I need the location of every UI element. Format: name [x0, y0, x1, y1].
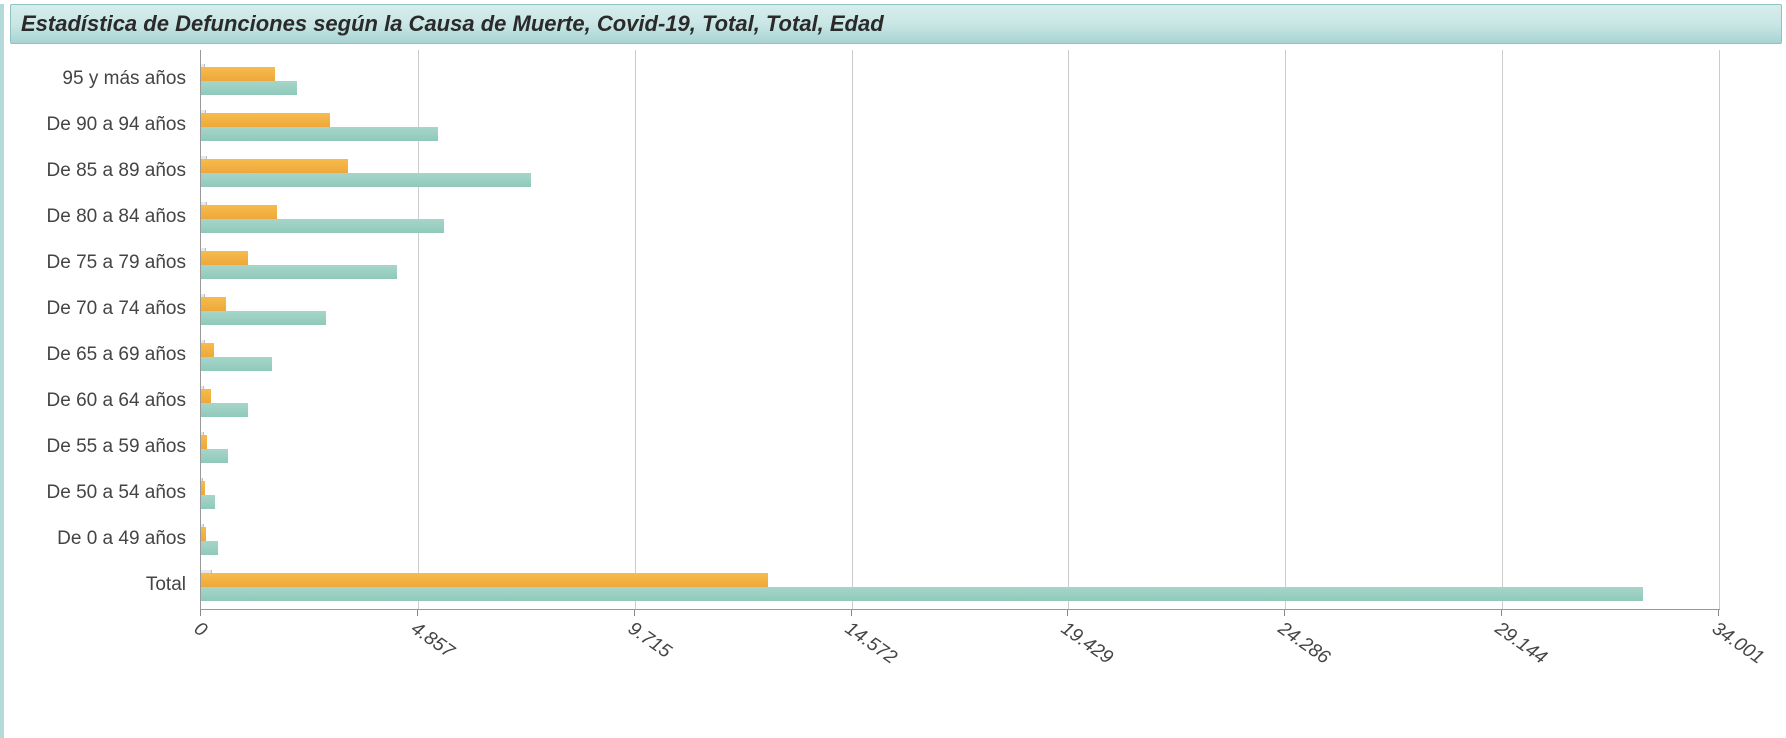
bar-group	[201, 56, 1719, 102]
bar-series-orange	[201, 343, 214, 357]
y-axis-labels: 95 y más años De 90 a 94 años De 85 a 89 a…	[14, 50, 194, 610]
bar-series-orange	[201, 251, 248, 265]
bar-series-orange	[201, 389, 211, 403]
bar-series-orange	[201, 573, 768, 587]
y-category-label: De 65 a 69 años	[47, 344, 186, 366]
x-tick-label: 9.715	[623, 618, 675, 663]
bar-group	[201, 516, 1719, 562]
x-tick	[200, 610, 201, 616]
x-tick-label: 4.857	[406, 618, 458, 663]
y-category-label: Total	[146, 574, 186, 596]
bar-series-teal	[201, 311, 326, 325]
y-category-label: De 55 a 59 años	[47, 436, 186, 458]
chart-container: Estadística de Defunciones según la Caus…	[0, 4, 1786, 738]
y-category-label: De 75 a 79 años	[47, 252, 186, 274]
y-category-label: De 50 a 54 años	[47, 482, 186, 504]
bar-series-orange	[201, 113, 330, 127]
y-category-label: De 85 a 89 años	[47, 160, 186, 182]
plot-area	[200, 50, 1720, 610]
x-tick-label: 14.572	[840, 618, 900, 669]
bar-series-teal	[201, 357, 272, 371]
x-tick	[417, 610, 418, 616]
x-tick-label: 0	[189, 618, 210, 642]
chart-wrapper: 95 y más años De 90 a 94 años De 85 a 89 a…	[14, 50, 1780, 670]
bar-group	[201, 194, 1719, 240]
bar-group	[201, 424, 1719, 470]
bar-series-teal	[201, 541, 218, 555]
y-category-label: 95 y más años	[62, 68, 186, 90]
y-category-label: De 80 a 84 años	[47, 206, 186, 228]
x-tick-label: 24.286	[1274, 618, 1334, 669]
chart-title: Estadística de Defunciones según la Caus…	[10, 4, 1782, 44]
bar-group	[201, 562, 1719, 608]
bar-series-teal	[201, 587, 1643, 601]
bar-group	[201, 286, 1719, 332]
bar-group	[201, 148, 1719, 194]
bar-series-teal	[201, 173, 531, 187]
bar-group	[201, 102, 1719, 148]
bar-series-orange	[201, 297, 226, 311]
bar-group	[201, 240, 1719, 286]
x-tick	[851, 610, 852, 616]
bar-series-orange	[201, 67, 275, 81]
bar-series-teal	[201, 265, 397, 279]
gridline	[1719, 50, 1720, 609]
bar-series-teal	[201, 449, 228, 463]
bar-series-teal	[201, 81, 297, 95]
x-axis: 04.8579.71514.57219.42924.28629.14434.00…	[200, 610, 1720, 690]
x-tick	[1718, 610, 1719, 616]
bar-group	[201, 378, 1719, 424]
bar-series-teal	[201, 219, 444, 233]
bar-series-teal	[201, 403, 248, 417]
bar-series-teal	[201, 495, 215, 509]
bar-group	[201, 470, 1719, 516]
bar-series-orange	[201, 435, 207, 449]
bar-series-orange	[201, 205, 277, 219]
bar-series-orange	[201, 159, 348, 173]
y-category-label: De 60 a 64 años	[47, 390, 186, 412]
x-tick	[1501, 610, 1502, 616]
x-tick-label: 34.001	[1707, 618, 1767, 669]
y-category-label: De 90 a 94 años	[47, 114, 186, 136]
bar-group	[201, 332, 1719, 378]
x-tick	[1284, 610, 1285, 616]
x-tick-label: 29.144	[1491, 618, 1551, 669]
y-category-label: De 70 a 74 años	[47, 298, 186, 320]
bar-series-orange	[201, 527, 206, 541]
y-category-label: De 0 a 49 años	[57, 528, 186, 550]
bar-series-orange	[201, 481, 205, 495]
x-tick-label: 19.429	[1057, 618, 1117, 669]
x-tick	[634, 610, 635, 616]
bar-series-teal	[201, 127, 438, 141]
x-tick	[1067, 610, 1068, 616]
